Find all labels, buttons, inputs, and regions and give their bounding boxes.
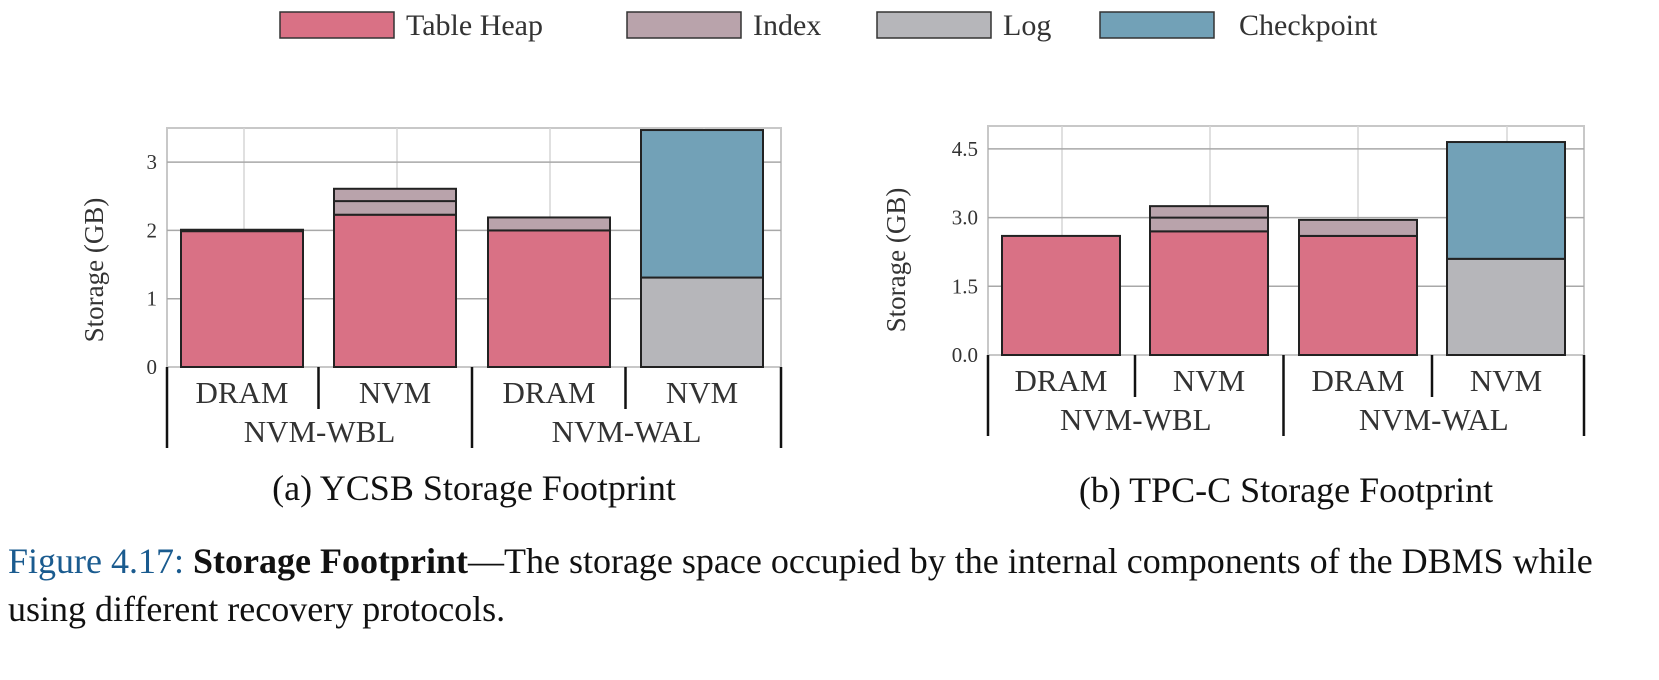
x-category-label: DRAM <box>1311 363 1404 398</box>
x-category-label: NVM <box>1173 363 1245 398</box>
bar-segment-index <box>1298 218 1418 237</box>
bar-segment-index <box>1149 205 1269 233</box>
bar-segment-index <box>487 216 611 232</box>
y-tick-label: 1.5 <box>952 274 978 298</box>
bar-segment-table-heap <box>487 229 611 368</box>
caption-title: Storage Footprint <box>193 541 468 581</box>
bar-segment-log <box>640 276 764 368</box>
legend-swatch-log <box>876 11 992 39</box>
x-group-label: NVM-WBL <box>1060 402 1212 437</box>
chart-ycsb: 0 1 2 3 Storage (GB) DRAM NVM DRAM NVM NVM-WBL NVM… <box>79 127 783 508</box>
x-category-label: NVM <box>666 375 738 410</box>
y-axis-label: Storage (GB) <box>881 188 911 333</box>
bar-segment-table-heap <box>333 213 457 368</box>
bar-segment-index <box>180 228 304 233</box>
caption-number: Figure 4.17: <box>8 541 184 581</box>
subfigure-caption: (a) YCSB Storage Footprint <box>272 468 676 508</box>
y-tick-label: 1 <box>147 287 158 311</box>
subfigure-caption: (b) TPC-C Storage Footprint <box>1079 470 1493 510</box>
y-tick-label: 0 <box>147 355 158 379</box>
y-tick-label: 4.5 <box>952 137 978 161</box>
x-group-label: NVM-WAL <box>552 414 702 449</box>
y-axis-label: Storage (GB) <box>79 198 109 343</box>
legend-label-checkpoint: Checkpoint <box>1239 9 1378 42</box>
plot-area <box>166 127 782 368</box>
x-category-label: NVM <box>1470 363 1542 398</box>
legend: Table Heap Index Log Checkpoint <box>279 9 1378 42</box>
figure: Table Heap Index Log Checkpoint 0 1 2 3 Storage… <box>79 9 1586 510</box>
x-category-label: DRAM <box>502 375 595 410</box>
bar-segment-log <box>1446 257 1566 357</box>
bar-segment-table-heap <box>180 229 304 368</box>
y-tick-label: 0.0 <box>952 343 978 367</box>
y-tick-label: 3 <box>147 150 158 174</box>
legend-swatch-index <box>626 11 742 39</box>
x-group-label: NVM-WAL <box>1359 402 1509 437</box>
bar-segment-checkpoint <box>1446 141 1566 260</box>
bar-segment-table-heap <box>1001 234 1121 356</box>
chart-tpcc: 0.0 1.5 3.0 4.5 Storage (GB) DRAM NVM DRAM NVM NV… <box>881 125 1586 510</box>
x-category-label: DRAM <box>195 375 288 410</box>
figure-caption: Figure 4.17: Storage Footprint—The stora… <box>8 537 1653 633</box>
x-category-label: DRAM <box>1014 363 1107 398</box>
bar-segment-checkpoint <box>640 129 764 279</box>
caption-text: —The storage space occupied by the inter… <box>8 541 1593 629</box>
y-tick-label: 3.0 <box>952 206 978 230</box>
legend-label-table-heap: Table Heap <box>406 9 543 42</box>
bar-segment-table-heap <box>1298 234 1418 356</box>
legend-swatch-table-heap <box>279 11 395 39</box>
legend-label-log: Log <box>1003 9 1051 42</box>
legend-swatch-checkpoint <box>1099 11 1215 39</box>
y-tick-label: 2 <box>147 218 158 242</box>
plot-area <box>987 125 1585 356</box>
bar-segment-table-heap <box>1149 230 1269 356</box>
legend-label-index: Index <box>753 9 821 42</box>
x-category-label: NVM <box>359 375 431 410</box>
x-group-label: NVM-WBL <box>244 414 396 449</box>
